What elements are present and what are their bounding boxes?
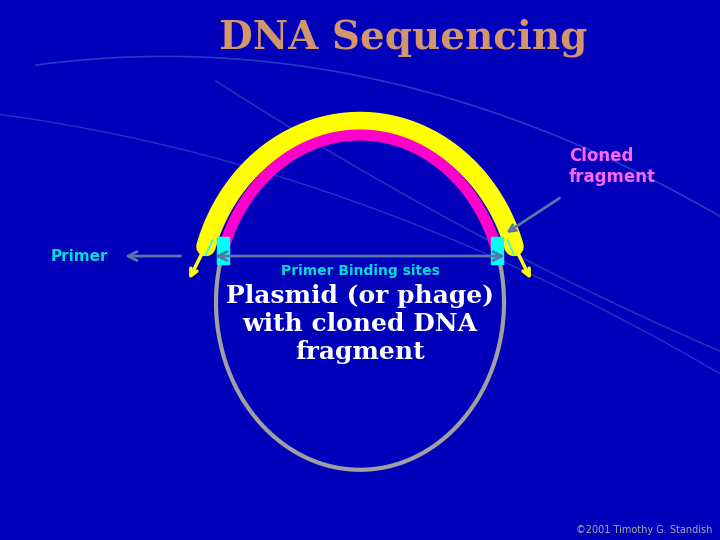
Text: Cloned
fragment: Cloned fragment	[569, 147, 656, 186]
Text: ©2001 Timothy G. Standish: ©2001 Timothy G. Standish	[577, 524, 713, 535]
Text: Primer: Primer	[50, 248, 108, 264]
Bar	[491, 237, 503, 264]
Text: Plasmid (or phage)
with cloned DNA
fragment: Plasmid (or phage) with cloned DNA fragm…	[226, 284, 494, 364]
Text: DNA Sequencing: DNA Sequencing	[219, 18, 588, 57]
Text: Primer Binding sites: Primer Binding sites	[281, 264, 439, 278]
Bar	[217, 237, 229, 264]
